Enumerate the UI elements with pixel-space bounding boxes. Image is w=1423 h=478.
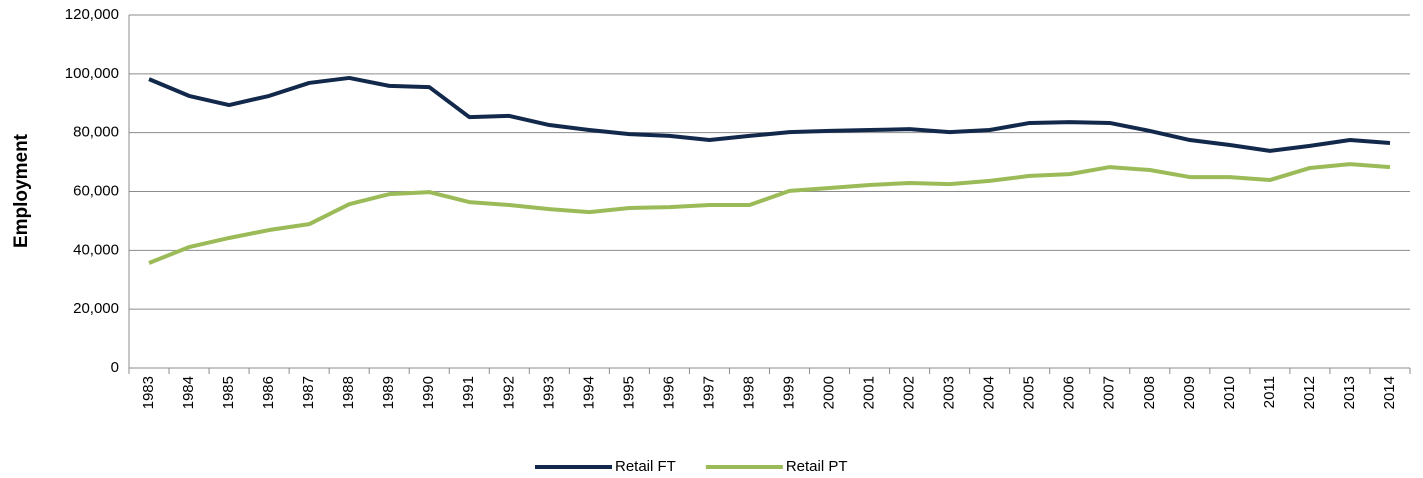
x-tick-label: 1994 — [580, 376, 597, 409]
legend-label: Retail PT — [786, 458, 848, 475]
x-tick-label: 1991 — [460, 376, 477, 409]
x-tick-label: 1996 — [660, 376, 677, 409]
x-tick-label: 1993 — [540, 376, 557, 409]
x-tick-label: 1983 — [140, 376, 157, 409]
y-axis-label: Employment — [11, 133, 32, 248]
x-tick-label: 2014 — [1381, 376, 1398, 409]
x-tick-label: 1997 — [700, 376, 717, 409]
x-tick-label: 1992 — [500, 376, 517, 409]
y-tick-label: 40,000 — [73, 241, 119, 258]
x-tick-label: 2003 — [941, 376, 958, 409]
x-tick-label: 2009 — [1181, 376, 1198, 409]
y-tick-label: 60,000 — [73, 182, 119, 199]
x-tick-label: 2005 — [1021, 376, 1038, 409]
x-tick-label: 1990 — [420, 376, 437, 409]
x-tick-label: 2006 — [1061, 376, 1078, 409]
x-tick-label: 2001 — [861, 376, 878, 409]
x-tick-label: 2002 — [901, 376, 918, 409]
x-tick-label: 1985 — [220, 376, 237, 409]
x-tick-label: 2011 — [1261, 376, 1278, 408]
x-tick-label: 2000 — [821, 376, 838, 409]
x-tick-label: 1988 — [340, 376, 357, 409]
x-tick-label: 2004 — [981, 376, 998, 409]
y-tick-label: 20,000 — [73, 300, 119, 317]
y-tick-label: 120,000 — [65, 6, 119, 23]
x-tick-label: 1999 — [780, 376, 797, 409]
y-tick-label: 80,000 — [73, 124, 119, 141]
x-tick-label: 2008 — [1141, 376, 1158, 409]
x-tick-label: 2013 — [1341, 376, 1358, 409]
series-line — [148, 75, 1391, 153]
x-tick-label: 2012 — [1301, 376, 1318, 409]
legend-label: Retail FT — [615, 458, 676, 475]
x-tick-label: 1998 — [740, 376, 757, 409]
x-tick-label: 1989 — [380, 376, 397, 409]
series-line — [148, 162, 1391, 265]
y-tick-label: 100,000 — [65, 65, 119, 82]
x-tick-label: 1995 — [620, 376, 637, 409]
x-tick-label: 1986 — [260, 376, 277, 409]
y-tick-label: 0 — [111, 359, 119, 376]
x-tick-label: 1984 — [180, 376, 197, 409]
x-tick-label: 2007 — [1101, 376, 1118, 409]
x-tick-label: 1987 — [300, 376, 317, 409]
x-tick-label: 2010 — [1221, 376, 1238, 409]
